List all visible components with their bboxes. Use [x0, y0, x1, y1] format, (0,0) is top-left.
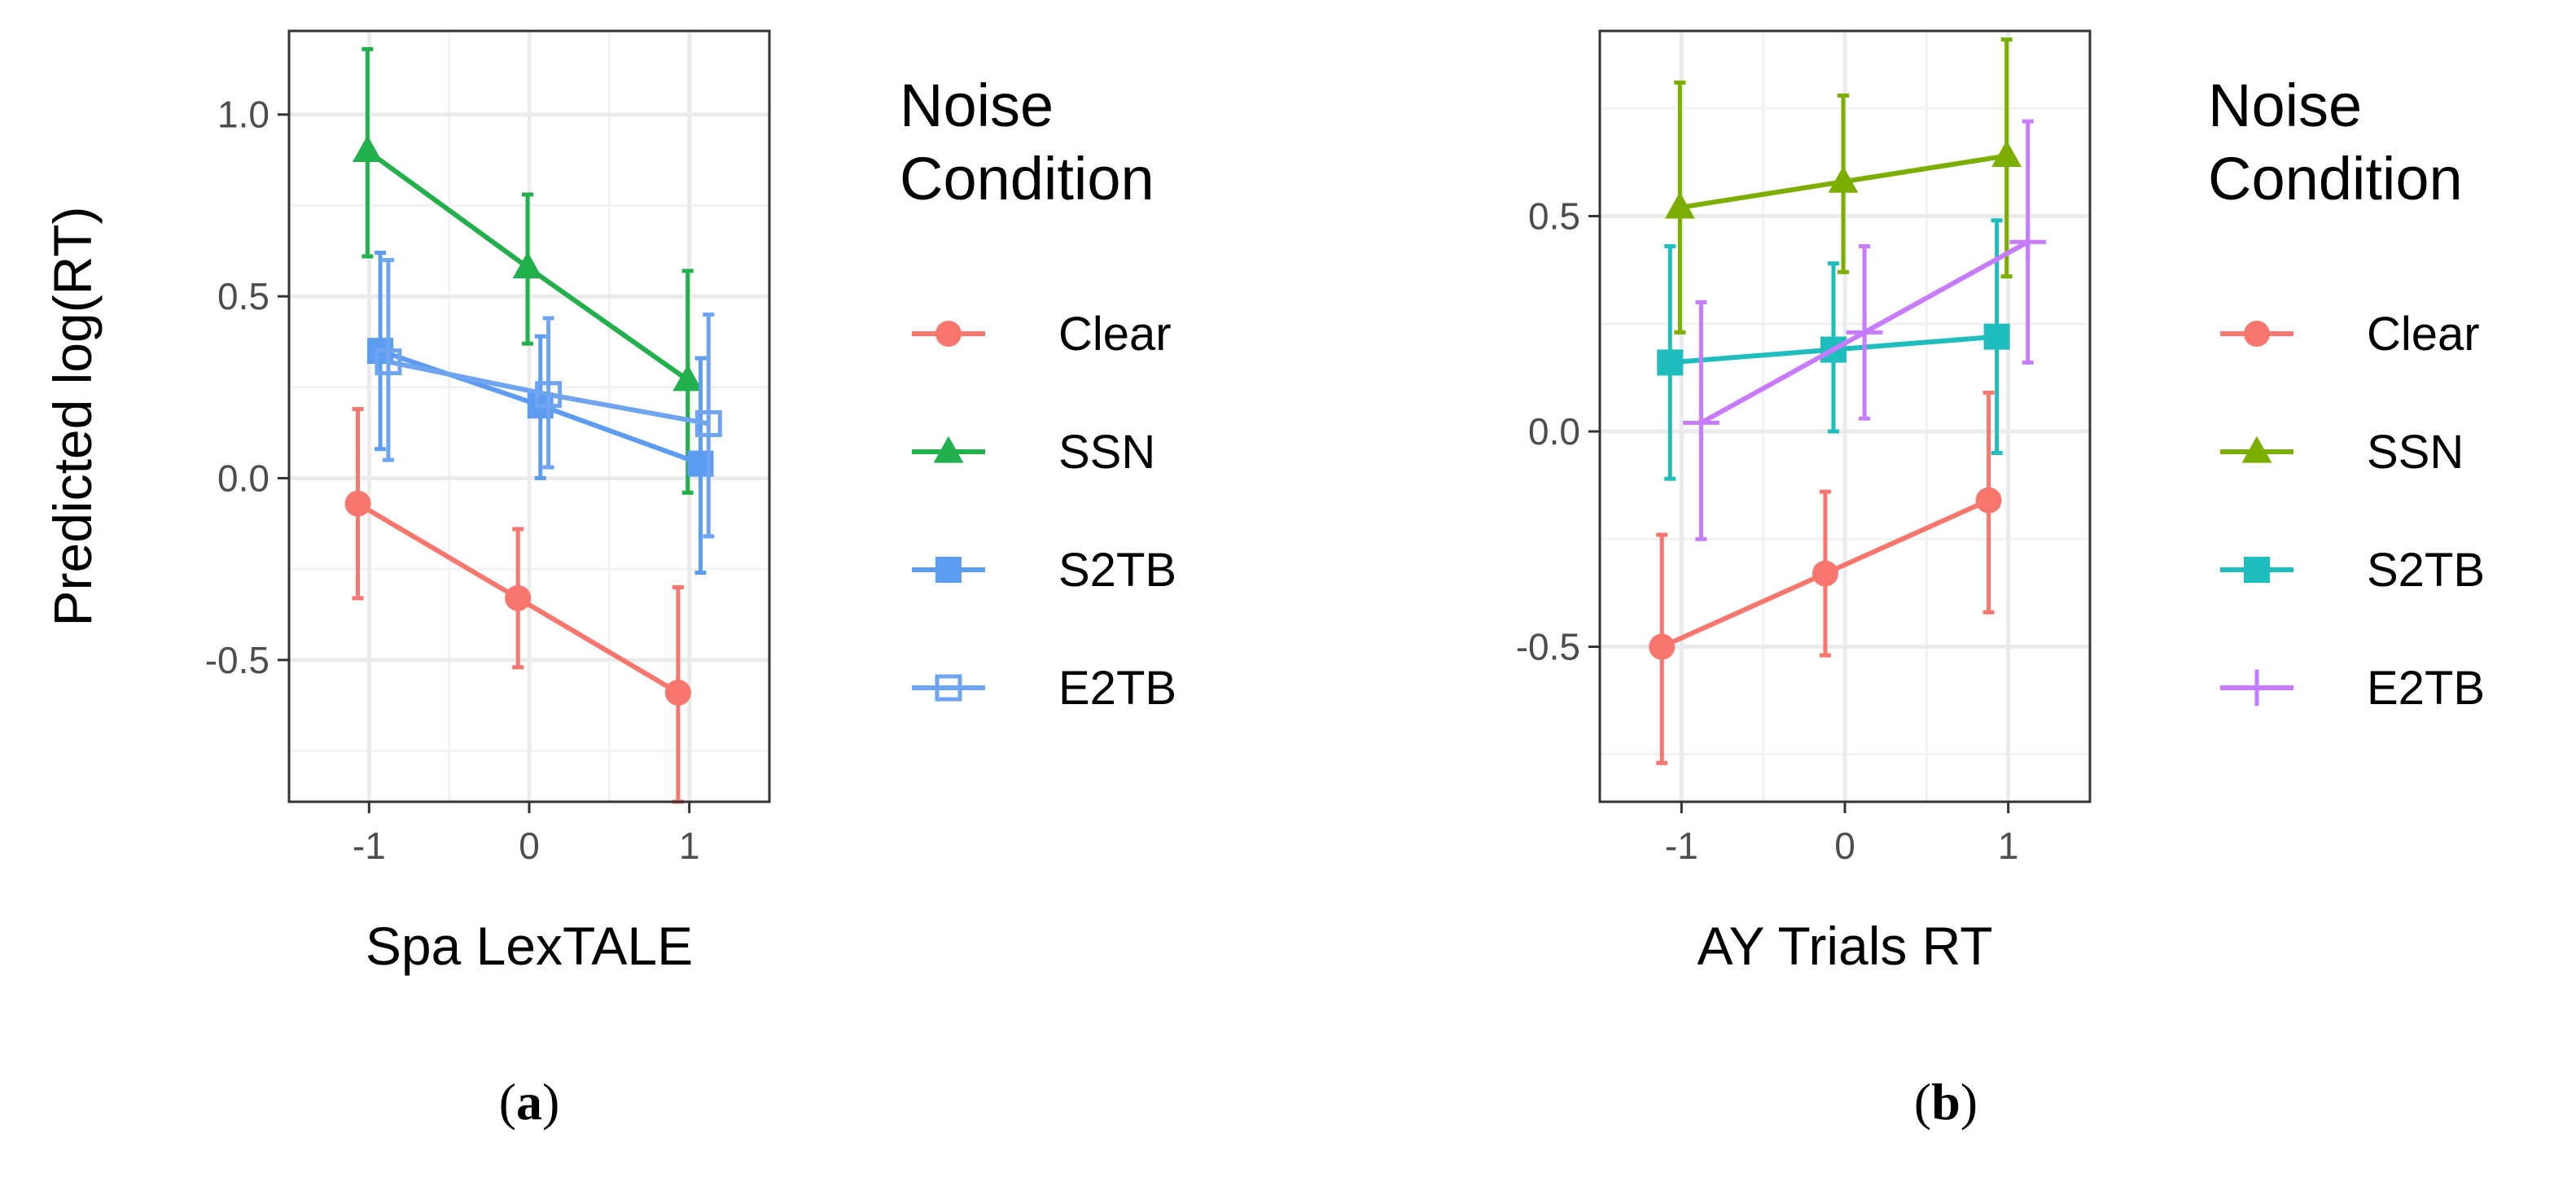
y-tick-label: -0.5: [1516, 626, 1580, 668]
data-point: [1683, 405, 1720, 441]
data-point: [352, 135, 383, 163]
y-tick-label: 0.0: [1528, 410, 1580, 453]
x-tick-label: 1: [679, 825, 700, 867]
data-point: [672, 364, 703, 392]
legend-label: SSN: [2367, 426, 2464, 479]
x-tick-label: 1: [1998, 825, 2019, 867]
series-ssn: [1664, 37, 2022, 335]
y-axis-title: Predicted log(RT): [42, 207, 103, 627]
legend-label: S2TB: [2367, 544, 2485, 597]
data-point: [933, 435, 964, 463]
data-point: [1975, 487, 2002, 514]
data-point: [694, 409, 722, 437]
y-tick-label: -0.5: [205, 639, 269, 681]
legend-label: Clear: [2367, 308, 2480, 361]
data-point: [512, 252, 543, 278]
data-point: [2241, 435, 2272, 463]
data-point: [1812, 560, 1838, 587]
legend-title: Condition: [2208, 145, 2463, 212]
legend-title: Noise: [2208, 72, 2362, 139]
x-axis-title: AY Trials RT: [1697, 916, 1992, 976]
legend-label: E2TB: [2367, 662, 2485, 715]
x-tick-label: -1: [1665, 825, 1698, 867]
legend-label: Clear: [1058, 308, 1172, 361]
data-point: [505, 584, 532, 611]
data-point: [1649, 633, 1676, 660]
legend-label: SSN: [1058, 426, 1155, 479]
x-tick-label: -1: [353, 825, 386, 867]
y-tick-label: 0.5: [1528, 195, 1580, 237]
data-point: [1657, 349, 1684, 376]
data-point: [2244, 321, 2270, 347]
data-point: [1991, 140, 2022, 168]
legend-title: Noise: [900, 72, 1054, 139]
y-tick-label: 0.5: [217, 275, 269, 317]
data-point: [1664, 191, 1695, 219]
data-point: [1983, 323, 2010, 350]
series-e2tb: [1683, 119, 2047, 541]
chart-panel-b: -1 0 1 -0.5 0.0 0.5 AY Trials RT NoiseCondition…: [1516, 29, 2485, 1131]
y-tick-label: 1.0: [217, 94, 269, 136]
legend-label: E2TB: [1058, 662, 1176, 715]
data-point: [2009, 223, 2047, 260]
x-tick-label: 0: [1834, 825, 1855, 867]
data-point: [1846, 313, 1883, 351]
data-point: [664, 679, 691, 706]
y-tick-label: 0.0: [217, 457, 269, 499]
data-point: [935, 674, 962, 702]
data-point: [375, 348, 402, 375]
series-e2tb: [375, 257, 722, 539]
series-clear: [344, 407, 691, 804]
data-point: [344, 490, 371, 517]
panel-label: (b): [1914, 1073, 1978, 1131]
data-point: [935, 321, 962, 347]
panel-label: (a): [499, 1073, 560, 1131]
chart-panel-a: -1 0 1 -0.5 0.0 0.5 1.0 Spa LexTALE Predicted lo…: [42, 29, 1176, 1131]
legend-title: Condition: [900, 145, 1154, 212]
data-point: [935, 557, 962, 583]
x-tick-label: 0: [519, 825, 540, 867]
data-point: [2238, 669, 2276, 707]
x-axis-title: Spa LexTALE: [366, 916, 693, 976]
series-clear: [1649, 390, 2002, 765]
data-point: [2244, 557, 2270, 583]
data-point: [535, 381, 563, 409]
data-point: [1828, 165, 1859, 193]
legend-label: S2TB: [1058, 544, 1176, 597]
